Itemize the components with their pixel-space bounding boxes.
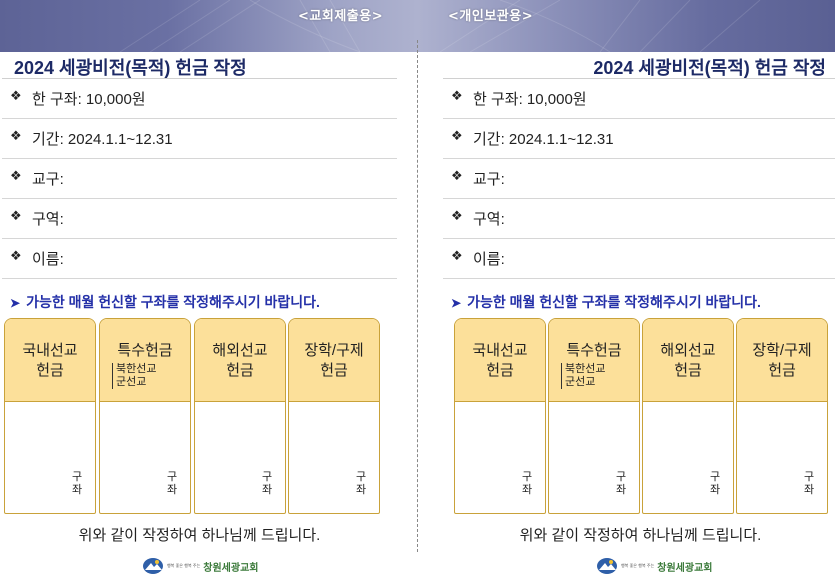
field-district[interactable]: ❖ 교구:: [443, 159, 835, 199]
title-divider: [443, 78, 835, 79]
diamond-bullet-icon: ❖: [10, 89, 22, 104]
field-label: 이름:: [32, 251, 64, 268]
box-header: 장학/구제 헌금: [737, 319, 827, 402]
diamond-bullet-icon: ❖: [10, 169, 22, 184]
notice-text: ➤ 가능한 매월 헌신할 구좌를 작정해주시기 바랍니다.: [10, 292, 320, 312]
box-header: 국내선교 헌금: [455, 319, 545, 402]
diamond-bullet-icon: ❖: [10, 249, 22, 264]
dedication-text: 위와 같이 작정하여 하나님께 드립니다.: [519, 527, 762, 544]
form-panel-personal-copy: 2024 세광비전(목적) 헌금 작정 ❖ 한 구좌: 10,000원 ❖ 기간…: [443, 52, 835, 578]
field-label: 교구:: [473, 171, 505, 188]
field-label: 구역:: [473, 211, 505, 228]
diamond-bullet-icon: ❖: [451, 89, 463, 104]
logo-tagline: 행복 좋은 행복 주는: [167, 563, 201, 568]
box-header: 특수헌금 북한선교 군선교: [549, 319, 639, 402]
field-name[interactable]: ❖ 이름:: [443, 239, 835, 279]
church-logo: 행복 좋은 행복 주는 창원세광교회: [596, 556, 712, 576]
box-header: 특수헌금 북한선교 군선교: [100, 319, 190, 402]
diamond-bullet-icon: ❖: [10, 209, 22, 224]
box-title: 장학/구제 헌금: [752, 342, 812, 379]
church-emblem-icon: [597, 558, 617, 574]
box-title: 장학/구제 헌금: [304, 342, 364, 379]
notice-label: 가능한 매월 헌신할 구좌를 작정해주시기 바랍니다.: [26, 294, 320, 310]
field-unit-amount: ❖ 한 구좌: 10,000원: [2, 79, 397, 119]
box-title: 해외선교 헌금: [660, 342, 716, 379]
diamond-bullet-icon: ❖: [451, 249, 463, 264]
field-period: ❖ 기간: 2024.1.1~12.31: [2, 119, 397, 159]
banner-texture: [119, 0, 761, 52]
title-divider: [2, 78, 397, 79]
box-title: 해외선교 헌금: [212, 342, 268, 379]
logo-church-name: 창원세광교회: [203, 562, 259, 574]
form-title: 2024 세광비전(목적) 헌금 작정: [593, 58, 826, 78]
field-label: 이름:: [473, 251, 505, 268]
box-header: 해외선교 헌금: [195, 319, 285, 402]
church-emblem-icon: [143, 558, 163, 574]
field-name[interactable]: ❖ 이름:: [2, 239, 397, 279]
cut-line-divider: [417, 40, 418, 552]
notice-text: ➤ 가능한 매월 헌신할 구좌를 작정해주시기 바랍니다.: [451, 292, 761, 312]
field-unit-amount: ❖ 한 구좌: 10,000원: [443, 79, 835, 119]
diamond-bullet-icon: ❖: [451, 129, 463, 144]
box-title: 국내선교 헌금: [472, 342, 528, 379]
field-label: 구역:: [32, 211, 64, 228]
field-label: 기간: 2024.1.1~12.31: [473, 131, 614, 148]
dedication-text: 위와 같이 작정하여 하나님께 드립니다.: [78, 527, 321, 544]
church-logo: 행복 좋은 행복 주는 창원세광교회: [142, 556, 258, 576]
field-label: 교구:: [32, 171, 64, 188]
field-label: 한 구좌: 10,000원: [473, 91, 587, 108]
form-title: 2024 세광비전(목적) 헌금 작정: [14, 58, 247, 78]
notice-label: 가능한 매월 헌신할 구좌를 작정해주시기 바랍니다.: [467, 294, 761, 310]
field-label: 기간: 2024.1.1~12.31: [32, 131, 173, 148]
field-district[interactable]: ❖ 교구:: [2, 159, 397, 199]
box-header: 해외선교 헌금: [643, 319, 733, 402]
box-subtitle: 북한선교 군선교: [561, 363, 605, 389]
diamond-bullet-icon: ❖: [451, 209, 463, 224]
arrow-right-icon: ➤: [451, 296, 462, 310]
field-period: ❖ 기간: 2024.1.1~12.31: [443, 119, 835, 159]
field-label: 한 구좌: 10,000원: [32, 91, 146, 108]
logo-tagline: 행복 좋은 행복 주는: [621, 563, 655, 568]
field-section[interactable]: ❖ 구역:: [443, 199, 835, 239]
box-header: 장학/구제 헌금: [289, 319, 379, 402]
arrow-right-icon: ➤: [10, 296, 21, 310]
box-subtitle: 북한선교 군선교: [112, 363, 156, 389]
diamond-bullet-icon: ❖: [10, 129, 22, 144]
banner-label-personal-copy: <개인보관용>: [448, 9, 534, 24]
box-header: 국내선교 헌금: [5, 319, 95, 402]
banner-label-church-copy: <교회제출용>: [298, 9, 384, 24]
logo-church-name: 창원세광교회: [657, 562, 713, 574]
box-title: 특수헌금: [566, 342, 622, 359]
field-section[interactable]: ❖ 구역:: [2, 199, 397, 239]
box-title: 특수헌금: [117, 342, 173, 359]
diamond-bullet-icon: ❖: [451, 169, 463, 184]
form-panel-church-copy: 2024 세광비전(목적) 헌금 작정 ❖ 한 구좌: 10,000원 ❖ 기간…: [2, 52, 397, 578]
box-title: 국내선교 헌금: [22, 342, 78, 379]
